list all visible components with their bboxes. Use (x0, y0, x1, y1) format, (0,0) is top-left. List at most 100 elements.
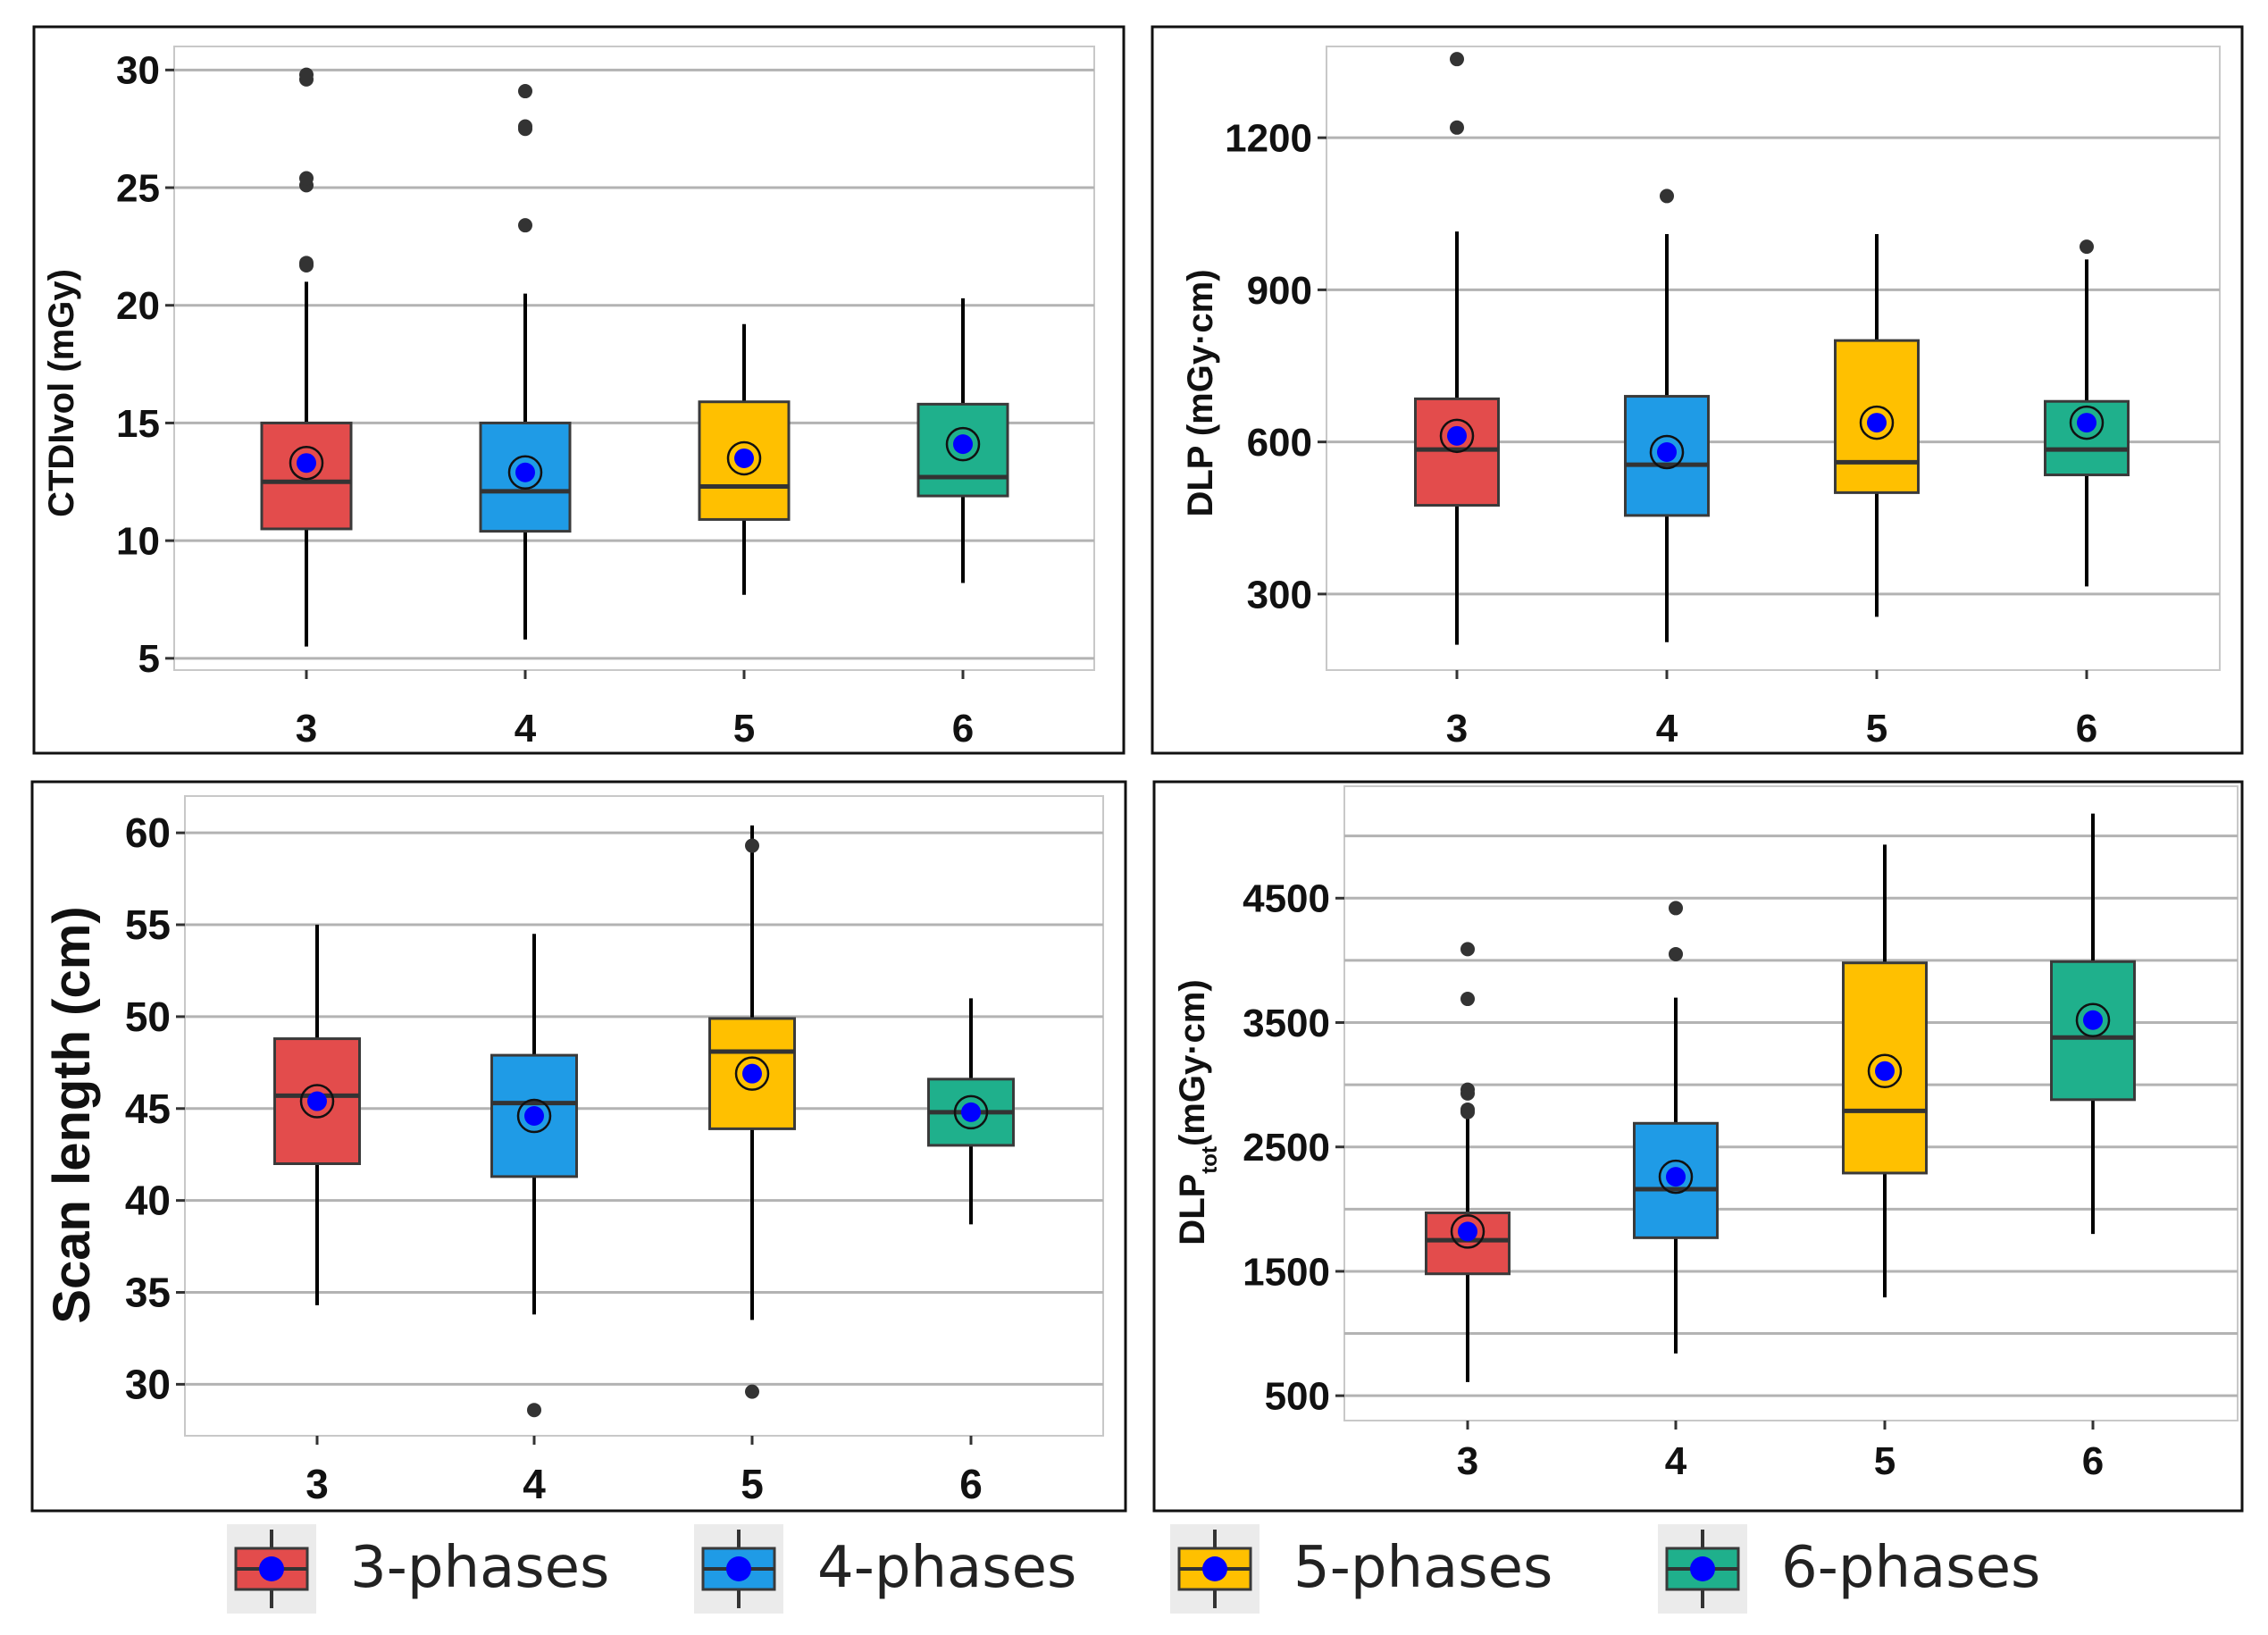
mean-ring (1867, 1053, 1903, 1089)
legend-item-3: 3-phases (227, 1524, 609, 1614)
y-tick-label: 3500 (1243, 1002, 1330, 1045)
outlier-point (1460, 1082, 1475, 1097)
y-tick-label: 45 (125, 1086, 171, 1132)
legend-label: 3-phases (350, 1535, 609, 1601)
y-axis-title: DLPtot(mGy·cm) (1173, 979, 1222, 1245)
outlier-point (1669, 901, 1683, 916)
plot-area (1343, 785, 2239, 1421)
mean-ring (1859, 405, 1895, 440)
x-tick-label: 3 (1446, 707, 1468, 750)
mean-point (1666, 1167, 1686, 1187)
y-tick-label: 10 (116, 520, 160, 564)
mean-point (1867, 413, 1887, 433)
outlier-point (1460, 992, 1475, 1007)
y-tick-label: 1200 (1225, 117, 1312, 161)
y-tick-label: 50 (125, 994, 171, 1040)
outlier-point (299, 256, 314, 271)
legend: 3-phases 4-phases 5-phases 6-phases (227, 1524, 2040, 1614)
y-tick-label: 500 (1265, 1375, 1330, 1419)
x-tick-label: 5 (1874, 1439, 1896, 1483)
mean-ring (2069, 405, 2105, 440)
y-tick-label: 60 (125, 809, 171, 856)
box-group-6 (927, 998, 1015, 1225)
x-tick-label: 5 (1866, 707, 1887, 750)
outlier-point (745, 1384, 759, 1399)
x-tick-label: 4 (1665, 1439, 1687, 1483)
mean-ring (726, 440, 762, 476)
y-axis-title: Scan length (cm) (43, 906, 101, 1323)
y-tick-label: 20 (116, 284, 160, 328)
mean-ring (953, 1094, 989, 1130)
mean-point (515, 462, 535, 482)
mean-point (734, 448, 754, 468)
panel-frame (32, 25, 1126, 755)
mean-point (2077, 413, 2096, 433)
x-tick-label: 4 (1656, 707, 1678, 750)
x-tick-label: 6 (2076, 707, 2097, 750)
y-tick-label: 35 (125, 1270, 171, 1316)
box-group-3 (1425, 942, 1511, 1382)
outlier-point (518, 119, 532, 134)
mean-point (953, 434, 973, 455)
outlier-point (527, 1403, 541, 1418)
mean-point (742, 1063, 762, 1084)
y-axis-title: CTDIvol (mGy) (42, 269, 81, 517)
y-axis-title: DLP (mGy·cm) (1181, 269, 1220, 516)
box (698, 400, 791, 521)
y-tick-label: 40 (125, 1178, 171, 1224)
box-group-5 (1842, 844, 1928, 1298)
box-group-6 (2044, 239, 2130, 587)
mean-point (1458, 1221, 1477, 1242)
panel-frame (1151, 25, 2244, 755)
mean-point (1875, 1061, 1895, 1081)
y-tick-label: 2500 (1243, 1126, 1330, 1170)
mean-ring (299, 1084, 335, 1119)
box-group-4 (490, 934, 578, 1418)
box-group-3 (273, 925, 361, 1305)
outlier-point (1460, 1102, 1475, 1117)
x-tick-label: 6 (952, 707, 974, 750)
mean-ring (945, 426, 981, 462)
y-tick-label: 30 (125, 1361, 171, 1407)
mean-point (297, 453, 316, 474)
x-tick-label: 4 (523, 1461, 546, 1507)
y-tick-label: 1500 (1243, 1250, 1330, 1294)
outlier-point (299, 67, 314, 82)
box (260, 421, 353, 531)
box (2050, 960, 2136, 1102)
outlier-point (1450, 52, 1464, 67)
panel-4: 500 1500 2500 3500 4500 3 4 5 6 DLPtot(mGy·cm) (1152, 780, 2244, 1513)
y-tick-label: 25 (116, 166, 160, 210)
outlier-point (1450, 120, 1464, 135)
y-tick-label: 5 (138, 637, 160, 681)
plot-area (173, 46, 1095, 671)
x-tick-label: 3 (1457, 1439, 1478, 1483)
panel-1: 5 10 15 20 25 30 3 4 5 6 CTDIvol (mGy) (32, 25, 1126, 755)
y-tick-label: 15 (116, 402, 160, 446)
box-group-6 (916, 298, 1009, 583)
outlier-point (1460, 942, 1475, 957)
panel-2: 300 600 900 1200 3 4 5 6 DLP (mGy·cm) (1151, 25, 2244, 755)
legend-key-mean (1202, 1556, 1227, 1581)
legend-key-mean (259, 1556, 284, 1581)
y-tick-label: 300 (1247, 573, 1312, 616)
mean-ring (1658, 1159, 1694, 1195)
box-group-5 (1834, 233, 1920, 617)
mean-ring (2075, 1002, 2111, 1037)
x-tick-label: 4 (515, 707, 537, 750)
outlier-point (2080, 239, 2094, 255)
y-tick-label: 600 (1247, 421, 1312, 465)
panel-frame (1152, 780, 2244, 1513)
mean-ring (734, 1056, 770, 1091)
legend-key-mean (726, 1556, 751, 1581)
plot-area (1326, 46, 2221, 671)
mean-point (2083, 1010, 2103, 1030)
mean-point (307, 1091, 327, 1111)
outlier-point (518, 218, 532, 233)
x-tick-label: 5 (733, 707, 755, 750)
outlier-point (299, 171, 314, 186)
x-tick-label: 5 (741, 1461, 764, 1507)
box-group-3 (1414, 52, 1500, 645)
mean-point (524, 1106, 544, 1126)
